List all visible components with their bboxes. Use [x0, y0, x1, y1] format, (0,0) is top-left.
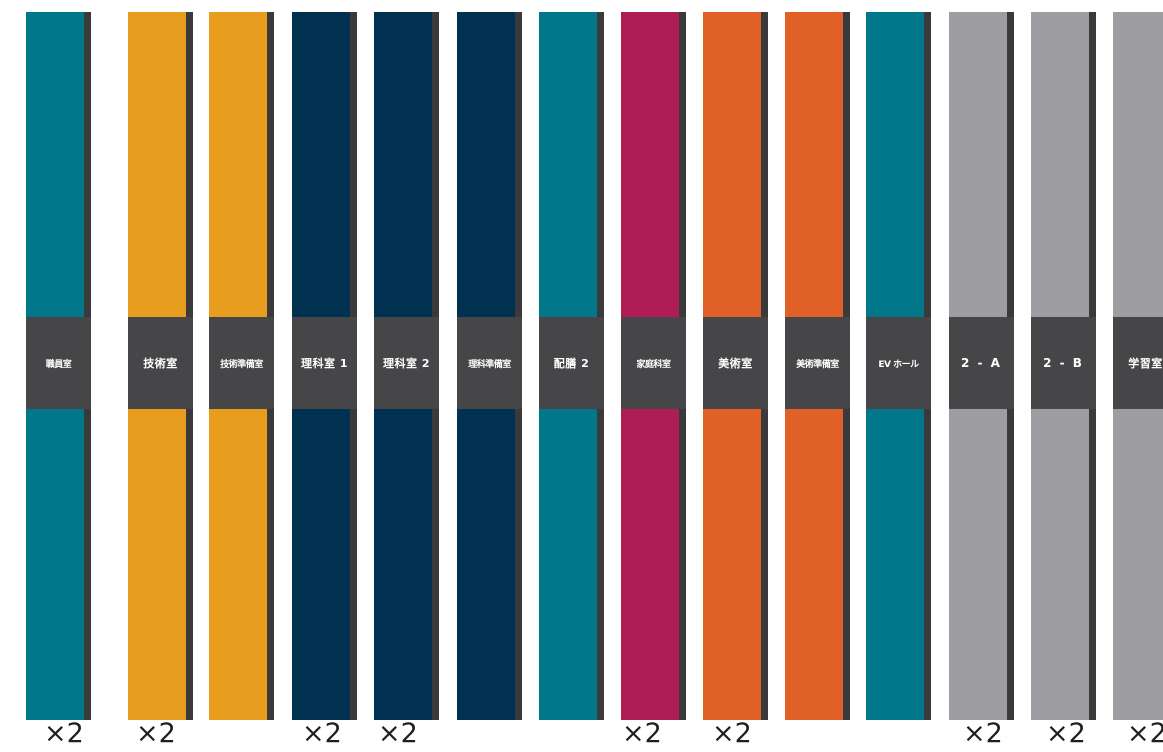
- name-plate: 職員室: [26, 317, 91, 409]
- name-plate: 学習室: [1113, 317, 1163, 409]
- sign-label: 理科室 2: [383, 357, 430, 370]
- name-plate: 配膳 2: [539, 317, 604, 409]
- sign-technology-room: 技術室: [128, 12, 193, 720]
- sign-science-room-1: 理科室 1: [292, 12, 357, 720]
- quantity-label: ×2: [302, 718, 342, 749]
- sign-label: EV ホール: [878, 359, 919, 370]
- sign-label: 理科準備室: [468, 359, 511, 370]
- sign-staff-room: 職員室: [26, 12, 91, 720]
- sign-technology-prep-room: 技術準備室: [209, 12, 274, 720]
- sign-home-economics-room: 家庭科室: [621, 12, 686, 720]
- quantity-label: ×2: [378, 718, 418, 749]
- name-plate: 理科室 2: [374, 317, 439, 409]
- sign-science-room-2: 理科室 2: [374, 12, 439, 720]
- sign-label: 技術準備室: [220, 359, 263, 370]
- sign-label: 配膳 2: [553, 357, 590, 370]
- name-plate: 技術室: [128, 317, 193, 409]
- sign-label: 職員室: [45, 359, 72, 370]
- sign-study-room: 学習室: [1113, 12, 1163, 720]
- name-plate: 2 - A: [949, 317, 1014, 409]
- sign-class-2a: 2 - A: [949, 12, 1014, 720]
- sign-label: 美術準備室: [796, 359, 839, 370]
- sign-label: 学習室: [1128, 357, 1163, 370]
- quantity-label: ×2: [963, 718, 1003, 749]
- quantity-label: ×2: [44, 718, 84, 749]
- sign-label: 美術室: [718, 357, 753, 370]
- name-plate: 技術準備室: [209, 317, 274, 409]
- quantity-label: ×2: [1127, 718, 1163, 749]
- quantity-label: ×2: [1046, 718, 1086, 749]
- name-plate: 家庭科室: [621, 317, 686, 409]
- name-plate: 2 - B: [1031, 317, 1096, 409]
- sign-label: 家庭科室: [636, 359, 671, 370]
- sign-science-prep-room: 理科準備室: [457, 12, 522, 720]
- quantity-label: ×2: [712, 718, 752, 749]
- sign-label: 2 - A: [961, 356, 1002, 370]
- sign-label: 理科室 1: [301, 357, 348, 370]
- quantity-label: ×2: [136, 718, 176, 749]
- sign-label: 2 - B: [1043, 356, 1084, 370]
- name-plate: 理科室 1: [292, 317, 357, 409]
- name-plate: 理科準備室: [457, 317, 522, 409]
- quantity-label: ×2: [622, 718, 662, 749]
- sign-ev-hall: EV ホール: [866, 12, 931, 720]
- name-plate: 美術準備室: [785, 317, 850, 409]
- sign-class-2b: 2 - B: [1031, 12, 1096, 720]
- name-plate: 美術室: [703, 317, 768, 409]
- sign-serving-room-2: 配膳 2: [539, 12, 604, 720]
- sign-label: 技術室: [143, 357, 178, 370]
- sign-art-prep-room: 美術準備室: [785, 12, 850, 720]
- sign-art-room: 美術室: [703, 12, 768, 720]
- name-plate: EV ホール: [866, 317, 931, 409]
